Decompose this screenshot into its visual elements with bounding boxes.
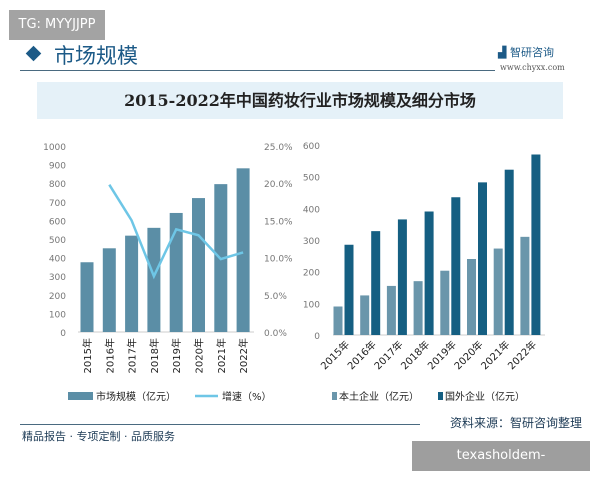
legend-label: 市场规模（亿元）: [96, 390, 176, 403]
source-note: 资料来源：智研咨询整理: [450, 416, 583, 430]
legend-label: 增速（%）: [222, 390, 272, 403]
right-chart-y-tick: 400: [303, 205, 320, 215]
chart-title: 2015-2022年中国药妆行业市场规模及细分市场: [37, 82, 563, 119]
right-chart-y-tick: 500: [303, 174, 320, 184]
domestic-bar: [493, 248, 503, 335]
right-chart-y-tick: 200: [303, 269, 320, 279]
left-y-tick: 700: [49, 199, 66, 209]
market-size-bar: [102, 248, 116, 332]
foreign-bar: [531, 154, 541, 335]
growth-line: [108, 184, 244, 280]
left-y-tick: 0: [60, 329, 66, 339]
right-x-tick-label: 2016年: [345, 338, 379, 372]
right-y-tick: 5.0%: [264, 292, 287, 302]
x-tick-label: 2017年: [126, 338, 139, 373]
x-tick-label: 2021年: [215, 338, 228, 373]
left-y-tick: 100: [49, 310, 66, 320]
legend-swatch-bar: [68, 392, 93, 400]
market-size-bar: [236, 168, 250, 332]
domestic-bar: [333, 306, 343, 335]
legend-label: 本土企业（亿元）: [339, 390, 419, 403]
right-x-tick-label: 2019年: [425, 338, 459, 372]
domestic-bar: [520, 236, 530, 335]
legend-swatch-foreign: [438, 392, 443, 400]
left-y-tick: 600: [49, 217, 66, 227]
right-y-tick: 15.0%: [264, 217, 293, 227]
section-title: 市场规模: [54, 44, 138, 68]
foreign-bar: [504, 169, 514, 335]
logo-url: www.chyxx.com: [500, 63, 565, 72]
x-tick-label: 2020年: [193, 338, 206, 373]
foreign-bar: [397, 219, 407, 335]
header-divider: [20, 70, 495, 71]
slogan: 精品报告 · 专项定制 · 品质服务: [22, 430, 175, 443]
x-tick-label: 2018年: [148, 338, 161, 373]
tg-watermark: TG: MYYJJPP: [9, 10, 105, 40]
charts: 010020030040050060070080090010000.0%5.0%…: [43, 142, 545, 403]
domestic-bar: [413, 281, 423, 335]
legend-swatch-domestic: [332, 392, 337, 400]
foreign-bar: [344, 244, 354, 335]
right-x-tick-label: 2015年: [318, 338, 352, 372]
x-tick-label: 2016年: [103, 338, 116, 373]
right-x-tick-label: 2021年: [478, 338, 512, 372]
domestic-bar: [440, 270, 450, 335]
market-size-bar: [192, 198, 205, 332]
right-x-tick-label: 2020年: [451, 338, 485, 372]
left-y-tick: 200: [49, 292, 66, 302]
market-size-bar: [169, 212, 183, 332]
logo-name: 智研咨询: [509, 46, 554, 59]
left-y-tick: 800: [49, 180, 66, 190]
right-y-tick: 25.0%: [264, 143, 293, 153]
right-y-tick: 0.0%: [264, 329, 287, 339]
right-x-tick-label: 2022年: [505, 338, 539, 372]
right-chart-y-tick: 100: [303, 300, 320, 310]
logo: ▟ 智研咨询: [498, 44, 554, 60]
left-y-tick: 300: [49, 273, 66, 283]
legend-label: 国外企业（亿元）: [445, 390, 525, 403]
market-size-bar: [80, 262, 94, 332]
right-x-tick-label: 2018年: [398, 338, 432, 372]
domestic-bar: [467, 259, 476, 335]
right-chart-y-tick: 300: [303, 237, 320, 247]
foreign-bar: [451, 197, 461, 335]
x-tick-label: 2019年: [170, 338, 183, 373]
x-tick-label: 2022年: [237, 338, 250, 373]
right-y-tick: 10.0%: [264, 255, 293, 265]
foreign-bar: [424, 211, 434, 335]
left-y-tick: 500: [49, 236, 66, 246]
foreign-bar: [371, 231, 381, 335]
right-y-tick: 20.0%: [264, 180, 293, 190]
foreign-bar: [478, 182, 487, 335]
left-y-tick: 400: [49, 255, 66, 265]
domestic-bar: [386, 285, 396, 335]
market-size-bar: [147, 227, 161, 332]
left-y-tick: 1000: [43, 143, 66, 153]
x-tick-label: 2015年: [81, 338, 94, 373]
footer-divider: [20, 424, 420, 425]
site-watermark: texasholdem-download.com: [412, 441, 590, 493]
logo-icon: ▟: [498, 46, 507, 59]
right-chart-y-tick: 0: [314, 332, 320, 342]
right-chart-y-tick: 600: [303, 142, 320, 152]
market-size-bar: [125, 235, 139, 332]
domestic-bar: [360, 295, 370, 335]
left-y-tick: 900: [49, 162, 66, 172]
right-x-tick-label: 2017年: [371, 338, 405, 372]
